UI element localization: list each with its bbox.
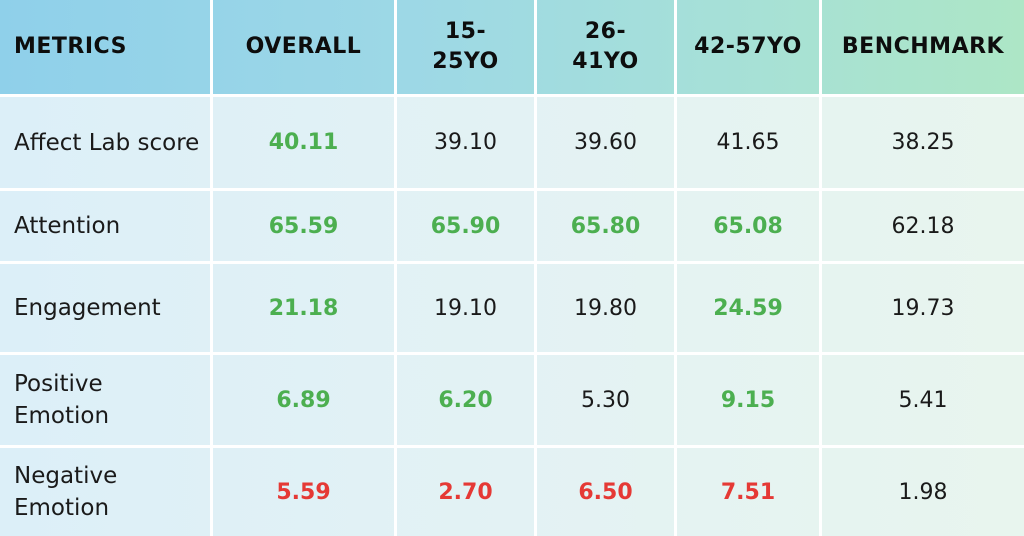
header-26-41yo: 26- 41YO	[537, 0, 677, 97]
value-cell: 9.15	[677, 355, 822, 448]
value-cell: 40.11	[213, 97, 397, 191]
header-42-57yo: 42-57YO	[677, 0, 822, 97]
value-cell: 21.18	[213, 264, 397, 355]
value-cell: 6.20	[397, 355, 537, 448]
value-cell: 19.10	[397, 264, 537, 355]
value-cell: 65.90	[397, 191, 537, 264]
row-label-engagement: Engagement	[0, 264, 213, 355]
header-metrics: METRICS	[0, 0, 213, 97]
value-cell: 65.59	[213, 191, 397, 264]
value-cell: 41.65	[677, 97, 822, 191]
header-overall: OVERALL	[213, 0, 397, 97]
value-cell: 38.25	[822, 97, 1024, 191]
value-cell: 62.18	[822, 191, 1024, 264]
value-cell: 24.59	[677, 264, 822, 355]
value-cell: 39.60	[537, 97, 677, 191]
value-cell: 1.98	[898, 479, 948, 505]
body-background	[0, 97, 1024, 536]
value-cell: 19.80	[537, 264, 677, 355]
value-cell: 7.51	[677, 448, 822, 536]
value-cell: 65.08	[677, 191, 822, 264]
value-cell: 39.10	[397, 97, 537, 191]
row-label-affect-lab-score: Affect Lab score	[0, 97, 213, 191]
value-cell: 19.73	[822, 264, 1024, 355]
value-cell: 6.89	[213, 355, 397, 448]
value-cell: 5.41	[822, 355, 1024, 448]
value-cell: 2.70	[397, 448, 537, 536]
row-label-attention: Attention	[0, 191, 213, 264]
value-cell: 6.50	[537, 448, 677, 536]
value-cell: 5.30	[537, 355, 677, 448]
header-benchmark: BENCHMARK	[822, 0, 1024, 97]
row-label-negative-emotion: Negative Emotion	[0, 448, 213, 536]
header-background	[0, 0, 1024, 97]
header-15-25yo: 15- 25YO	[397, 0, 537, 97]
value-cell: 65.80	[537, 191, 677, 264]
row-label-positive-emotion: Positive Emotion	[0, 355, 213, 448]
value-cell: 5.59	[213, 448, 397, 536]
